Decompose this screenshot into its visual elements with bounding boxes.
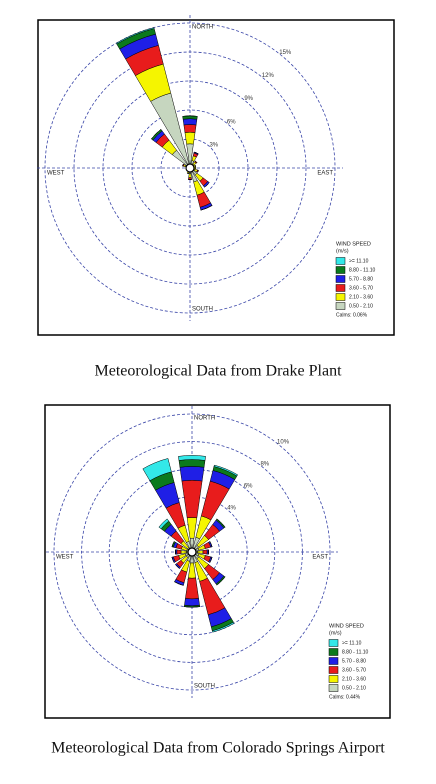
caption: Meteorological Data from Colorado Spring… xyxy=(51,740,385,757)
ring-label: 12% xyxy=(262,73,275,79)
legend-label: >= 11.10 xyxy=(349,258,369,264)
calms-label: Calms: 0.06% xyxy=(336,312,368,318)
legend-unit: (m/s) xyxy=(336,248,349,254)
legend-swatch xyxy=(329,676,338,683)
petal-segment xyxy=(183,116,198,119)
petal-segment xyxy=(183,119,197,125)
petal-segment xyxy=(185,132,195,144)
legend-swatch xyxy=(329,658,338,665)
ring-label: 9% xyxy=(244,96,253,102)
legend-swatch xyxy=(336,267,345,274)
direction-label: NORTH xyxy=(192,25,213,31)
center-dot xyxy=(186,164,194,172)
legend-label: 5.70 - 8.80 xyxy=(349,276,373,282)
petal-segment xyxy=(181,550,187,553)
legend-swatch xyxy=(329,640,338,647)
ring-label: 8% xyxy=(260,461,269,467)
legend-label: 5.70 - 8.80 xyxy=(342,658,366,664)
petal-segment xyxy=(189,174,192,178)
legend-label: 2.10 - 3.60 xyxy=(349,294,373,300)
legend-label: 0.50 - 2.10 xyxy=(349,303,373,309)
calms-label: Calms: 0.44% xyxy=(329,694,361,700)
ring-label: 15% xyxy=(279,50,292,56)
direction-label: EAST xyxy=(312,555,328,561)
legend-swatch xyxy=(329,667,338,674)
legend-swatch xyxy=(329,685,338,692)
legend-unit: (m/s) xyxy=(329,630,342,636)
petal-segment xyxy=(203,550,207,554)
direction-label: WEST xyxy=(56,555,74,561)
petal-segment xyxy=(197,550,203,553)
petal-segment xyxy=(184,598,199,605)
direction-label: EAST xyxy=(317,171,333,177)
legend-label: 2.10 - 3.60 xyxy=(342,676,366,682)
legend-label: 3.60 - 5.70 xyxy=(349,285,373,291)
petal-segment xyxy=(178,455,205,460)
legend-swatch xyxy=(329,649,338,656)
ring-label: 6% xyxy=(227,119,236,125)
direction-label: SOUTH xyxy=(192,307,213,313)
legend-label: 0.50 - 2.10 xyxy=(342,685,366,691)
ring-label: 6% xyxy=(244,483,253,489)
ring-label: 3% xyxy=(209,142,218,148)
legend-label: >= 11.10 xyxy=(342,640,362,646)
direction-label: NORTH xyxy=(194,416,215,422)
legend-label: 8.80 - 11.10 xyxy=(349,267,376,273)
petal-segment xyxy=(179,460,205,468)
petal-segment xyxy=(177,550,181,554)
legend-swatch xyxy=(336,258,345,265)
petal-segment xyxy=(184,124,196,132)
direction-label: WEST xyxy=(47,171,65,177)
ring-label: 4% xyxy=(227,505,236,511)
legend-swatch xyxy=(336,294,345,301)
legend-swatch xyxy=(336,303,345,310)
caption: Meteorological Data from Drake Plant xyxy=(94,363,342,380)
legend-swatch xyxy=(336,276,345,283)
legend-title: WIND SPEED xyxy=(336,241,371,247)
center-dot xyxy=(188,548,196,556)
direction-label: SOUTH xyxy=(194,684,215,690)
legend-title: WIND SPEED xyxy=(329,623,364,629)
petal-segment xyxy=(180,466,204,481)
legend-label: 8.80 - 11.10 xyxy=(342,649,369,655)
legend-label: 3.60 - 5.70 xyxy=(342,667,366,673)
ring-label: 10% xyxy=(277,439,290,445)
legend-swatch xyxy=(336,285,345,292)
